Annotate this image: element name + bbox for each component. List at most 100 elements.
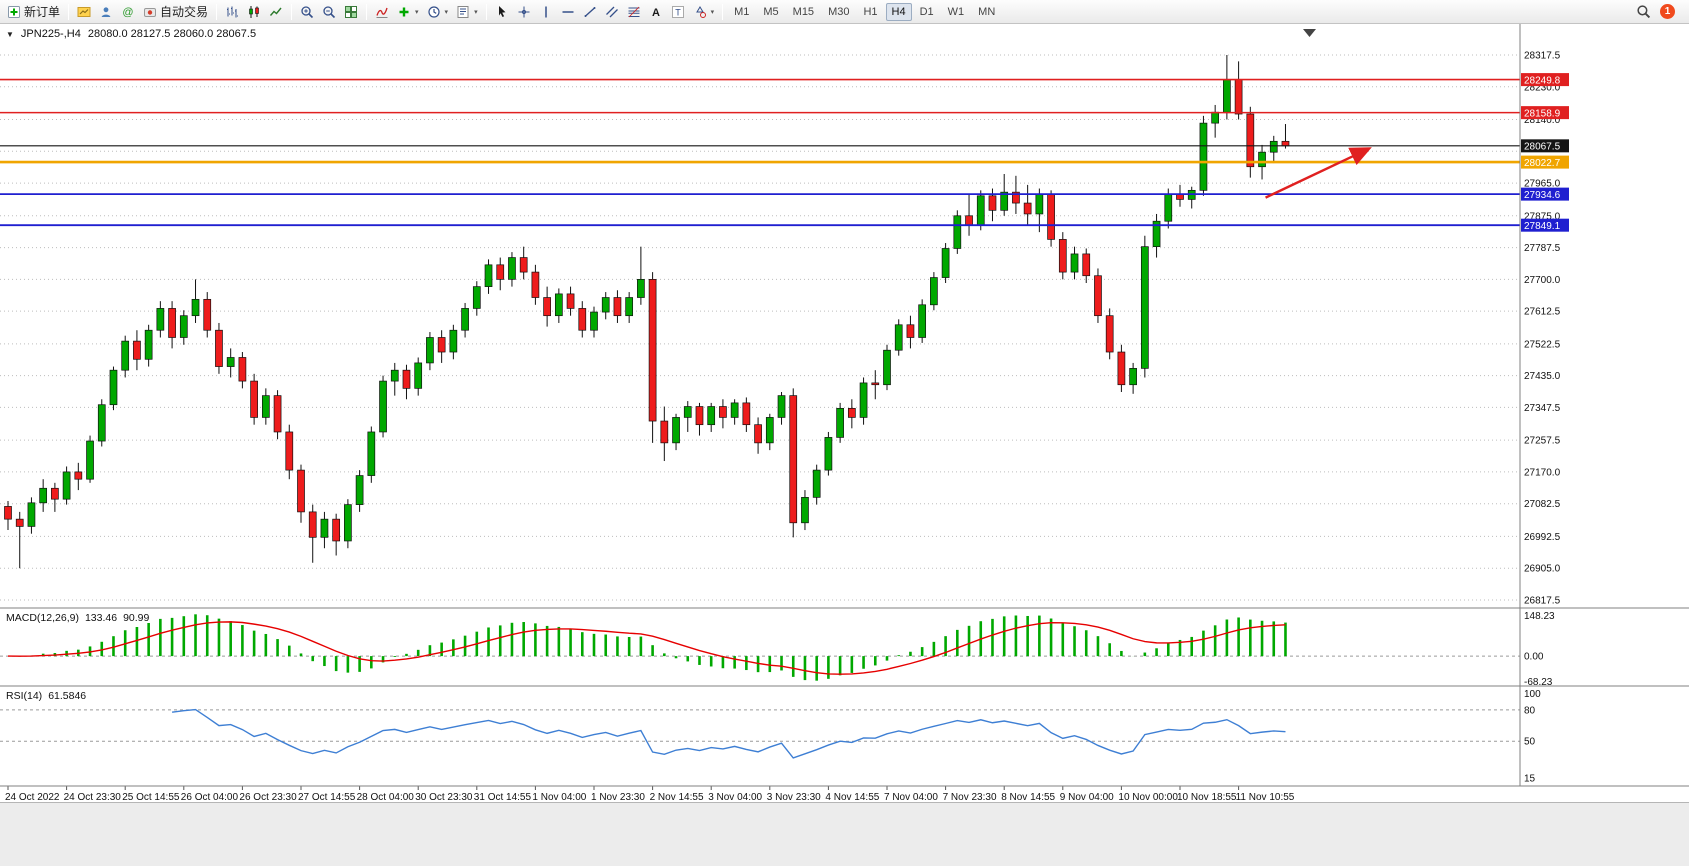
candles-icon <box>249 5 259 18</box>
svg-text:28140.0: 28140.0 <box>1524 115 1561 126</box>
template-icon <box>457 5 469 18</box>
svg-text:-68.23: -68.23 <box>1524 677 1553 688</box>
svg-text:27849.1: 27849.1 <box>1524 221 1561 232</box>
toolbar-separator <box>366 3 368 20</box>
timeframe-h1-button[interactable]: H1 <box>863 5 878 18</box>
crosshair-icon <box>518 6 530 17</box>
svg-text:27 Oct 14:55: 27 Oct 14:55 <box>298 792 356 802</box>
candle-mode-button[interactable] <box>244 2 264 22</box>
cursor-icon <box>498 5 506 17</box>
chart-window-button[interactable] <box>74 2 94 22</box>
svg-text:31 Oct 14:55: 31 Oct 14:55 <box>474 792 532 802</box>
vertical-line-button[interactable] <box>536 2 556 22</box>
clock-icon <box>427 5 440 18</box>
rsi-pane: 100 80 50 15 <box>0 689 1541 784</box>
one-click-trading-toggle-icon[interactable]: ▼ <box>6 29 14 39</box>
bars-icon <box>227 6 239 17</box>
line-chart-mode-button[interactable] <box>266 2 286 22</box>
add-indicator-button[interactable]: ▾ <box>394 2 422 22</box>
notification-badge[interactable]: 1 <box>1660 4 1675 19</box>
horizontal-line-button[interactable] <box>558 2 578 22</box>
metaeditor-button[interactable]: @ <box>118 2 138 22</box>
rsi-value: 61.5846 <box>48 690 87 702</box>
indicator-window-button[interactable] <box>372 2 392 22</box>
zoom-in-icon <box>301 5 314 18</box>
cursor-button[interactable] <box>492 2 512 22</box>
dropdown-arrow-icon[interactable]: ▾ <box>474 8 478 16</box>
zoom-out-button[interactable] <box>319 2 339 22</box>
svg-text:26 Oct 23:30: 26 Oct 23:30 <box>239 792 297 802</box>
window-bottom-area <box>0 802 1689 866</box>
chart-window[interactable]: 28317.5 28230.0 28140.0 27965.0 27875.0 27787… <box>0 24 1689 802</box>
timeframe-mn-button[interactable]: MN <box>978 5 996 18</box>
svg-text:27965.0: 27965.0 <box>1524 179 1561 190</box>
pane-separators[interactable] <box>0 24 1689 787</box>
bar-chart-mode-button[interactable] <box>222 2 242 22</box>
svg-text:1 Nov 23:30: 1 Nov 23:30 <box>591 792 645 802</box>
tile-windows-button[interactable] <box>341 2 361 22</box>
arrows-button[interactable]: ▾ <box>690 2 718 22</box>
timeframe-d1-button[interactable]: D1 <box>919 5 934 18</box>
svg-text:24 Oct 23:30: 24 Oct 23:30 <box>64 792 122 802</box>
svg-text:50: 50 <box>1524 737 1536 748</box>
svg-text:A: A <box>652 7 660 19</box>
horizontal-line-objects[interactable] <box>0 78 1520 227</box>
candles <box>4 55 1290 569</box>
shapes-icon <box>695 5 706 18</box>
timeframe-m1-button[interactable]: M1 <box>734 5 750 18</box>
profile-icon <box>101 6 111 17</box>
timeframe-h4-button[interactable]: H4 <box>885 2 912 21</box>
equidistant-channel-button[interactable] <box>602 2 622 22</box>
toolbar-separator <box>485 3 487 20</box>
svg-text:30 Oct 23:30: 30 Oct 23:30 <box>415 792 473 802</box>
chart-window-icon <box>77 6 91 17</box>
price-gridlines <box>0 54 1520 601</box>
arrow-annotation[interactable] <box>1265 147 1372 199</box>
price-scale: 28317.5 28230.0 28140.0 27965.0 27875.0 27787… <box>1521 51 1569 607</box>
periods-button[interactable]: ▾ <box>424 2 452 22</box>
svg-text:3 Nov 23:30: 3 Nov 23:30 <box>767 792 821 802</box>
svg-text:10 Nov 00:00: 10 Nov 00:00 <box>1118 792 1178 802</box>
profile-button[interactable] <box>96 2 116 22</box>
vline-icon <box>544 6 547 17</box>
dropdown-arrow-icon[interactable]: ▾ <box>444 8 449 16</box>
chart-title: ▼ JPN225-,H4 28080.0 28127.5 28060.0 280… <box>6 28 256 40</box>
svg-text:7 Nov 23:30: 7 Nov 23:30 <box>943 792 997 802</box>
text-button[interactable]: A <box>646 2 666 22</box>
timeframe-m5-button[interactable]: M5 <box>763 5 779 18</box>
hline-icon <box>562 10 574 13</box>
macd-name: MACD(12,26,9) <box>6 612 79 624</box>
svg-text:28067.5: 28067.5 <box>1524 142 1561 153</box>
svg-text:100: 100 <box>1524 689 1541 700</box>
tile-icon <box>345 5 358 18</box>
svg-text:9 Nov 04:00: 9 Nov 04:00 <box>1060 792 1114 802</box>
dropdown-arrow-icon[interactable]: ▾ <box>710 8 715 16</box>
zoom-out-icon <box>323 5 336 18</box>
svg-text:27435.0: 27435.0 <box>1524 371 1561 382</box>
dropdown-arrow-icon[interactable]: ▾ <box>415 8 419 16</box>
new-order-button[interactable]: 新订单 <box>4 2 63 22</box>
toolbar-separator <box>216 3 218 20</box>
svg-text:27787.5: 27787.5 <box>1524 243 1561 254</box>
svg-text:26905.0: 26905.0 <box>1524 564 1561 575</box>
metaeditor-icon: @ <box>122 6 133 18</box>
timeframe-m30-button[interactable]: M30 <box>828 5 850 18</box>
svg-text:15: 15 <box>1524 773 1536 784</box>
zoom-in-button[interactable] <box>297 2 317 22</box>
chart-shift-marker-icon[interactable] <box>1303 29 1316 37</box>
crosshair-button[interactable] <box>514 2 534 22</box>
svg-text:10 Nov 18:55: 10 Nov 18:55 <box>1177 792 1237 802</box>
templates-button[interactable]: ▾ <box>453 2 481 22</box>
search-icon[interactable] <box>1636 4 1651 19</box>
svg-text:3 Nov 04:00: 3 Nov 04:00 <box>708 792 762 802</box>
text-label-button[interactable]: T <box>668 2 688 22</box>
new-order-label: 新订单 <box>24 5 61 19</box>
channel-icon <box>605 6 618 17</box>
chart-svg[interactable]: 28317.5 28230.0 28140.0 27965.0 27875.0 27787… <box>0 24 1689 802</box>
timeframe-w1-button[interactable]: W1 <box>947 5 965 18</box>
trendline-button[interactable] <box>580 2 600 22</box>
autotrading-button[interactable]: 自动交易 <box>140 2 211 22</box>
fibonacci-button[interactable] <box>624 2 644 22</box>
svg-text:24 Oct 2022: 24 Oct 2022 <box>5 792 60 802</box>
timeframe-m15-button[interactable]: M15 <box>792 5 815 18</box>
